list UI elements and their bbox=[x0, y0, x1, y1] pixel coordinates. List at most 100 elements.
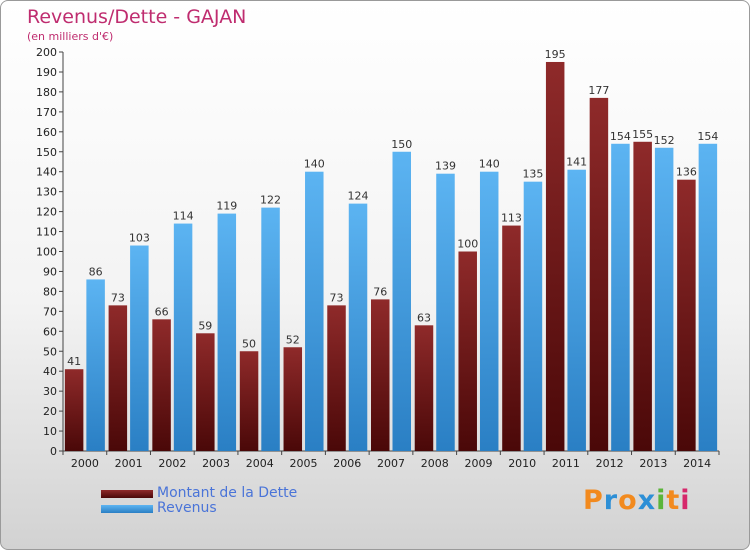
bar-revenus-2012 bbox=[611, 143, 630, 451]
chart-title: Revenus/Dette - GAJAN bbox=[27, 6, 247, 28]
data-label-dette-2014: 136 bbox=[676, 166, 697, 179]
logo-letter: P bbox=[583, 485, 604, 516]
bar-revenus-2006 bbox=[348, 203, 368, 451]
x-tick-label: 2002 bbox=[158, 457, 186, 470]
data-label-dette-2003: 59 bbox=[198, 319, 212, 332]
bar-revenus-2005 bbox=[305, 171, 324, 451]
x-tick-label: 2010 bbox=[508, 457, 536, 470]
y-tick-label: 80 bbox=[43, 285, 57, 298]
logo-letter: r bbox=[603, 485, 619, 516]
y-tick-label: 170 bbox=[36, 106, 57, 119]
x-tick-label: 2001 bbox=[115, 457, 143, 470]
bar-dette-2002 bbox=[152, 319, 171, 451]
y-tick-label: 90 bbox=[43, 265, 57, 278]
y-tick-label: 100 bbox=[36, 246, 57, 259]
x-tick-label: 2004 bbox=[246, 457, 274, 470]
legend-swatch-revenus bbox=[101, 505, 153, 513]
bar-dette-2013 bbox=[633, 141, 652, 451]
data-labels: 41 86 73 103 66 114 59 119 50 122 52 140 73 124 76 150 6… bbox=[67, 48, 718, 368]
bar-revenus-2010 bbox=[523, 181, 543, 452]
logo-letter: t bbox=[666, 485, 681, 516]
logo-letter: o bbox=[618, 485, 638, 516]
x-tick-label: 2006 bbox=[333, 457, 361, 470]
data-label-revenus-2009: 140 bbox=[479, 158, 500, 171]
bar-revenus-2008 bbox=[436, 173, 455, 451]
data-label-dette-2008: 63 bbox=[417, 311, 431, 324]
data-label-dette-2011: 195 bbox=[545, 48, 566, 61]
data-label-dette-2000: 41 bbox=[67, 355, 81, 368]
bar-dette-2001 bbox=[108, 305, 128, 451]
y-tick-label: 110 bbox=[36, 226, 57, 239]
bar-dette-2004 bbox=[239, 351, 259, 451]
data-label-revenus-2004: 122 bbox=[260, 194, 281, 207]
data-label-revenus-2001: 103 bbox=[129, 232, 150, 245]
data-label-revenus-2005: 140 bbox=[304, 158, 325, 171]
legend-label-revenus: Revenus bbox=[157, 500, 217, 516]
data-label-dette-2006: 73 bbox=[330, 291, 344, 304]
x-tick-label: 2005 bbox=[290, 457, 318, 470]
proxiti-logo: Proxiti bbox=[583, 485, 691, 516]
y-tick-label: 160 bbox=[36, 126, 57, 139]
data-label-revenus-2000: 86 bbox=[89, 265, 103, 278]
y-tick-label: 50 bbox=[43, 345, 57, 358]
x-tick-label: 2007 bbox=[377, 457, 405, 470]
data-label-dette-2010: 113 bbox=[501, 212, 522, 225]
y-tick-label: 120 bbox=[36, 206, 57, 219]
bar-dette-2014 bbox=[677, 179, 696, 451]
data-label-dette-2012: 177 bbox=[588, 84, 609, 97]
bar-dette-2005 bbox=[283, 347, 303, 451]
legend: Montant de la Dette Revenus bbox=[101, 485, 361, 517]
bar-revenus-2001 bbox=[130, 245, 149, 451]
x-tick-label: 2000 bbox=[71, 457, 99, 470]
logo-letter: i bbox=[656, 485, 667, 516]
y-tick-label: 140 bbox=[36, 166, 57, 179]
data-label-revenus-2008: 139 bbox=[435, 160, 456, 173]
data-label-revenus-2007: 150 bbox=[391, 138, 412, 151]
y-tick-label: 60 bbox=[43, 325, 57, 338]
y-tick-label: 70 bbox=[43, 305, 57, 318]
bar-revenus-2002 bbox=[173, 223, 193, 451]
legend-item-dette: Montant de la Dette bbox=[101, 485, 361, 502]
y-tick-label: 190 bbox=[36, 66, 57, 79]
bar-revenus-2013 bbox=[654, 147, 674, 451]
logo-letter: x bbox=[637, 485, 657, 516]
bar-dette-2008 bbox=[414, 325, 434, 451]
y-tick-label: 10 bbox=[43, 425, 57, 438]
legend-item-revenus: Revenus bbox=[101, 500, 361, 517]
data-label-revenus-2010: 135 bbox=[522, 168, 543, 181]
bar-dette-2009 bbox=[458, 251, 477, 451]
bar-revenus-2011 bbox=[567, 169, 586, 451]
chart-subtitle: (en milliers d'€) bbox=[27, 30, 114, 43]
legend-swatch-dette bbox=[101, 490, 153, 498]
data-label-dette-2009: 100 bbox=[457, 238, 478, 251]
bar-dette-2007 bbox=[371, 299, 390, 451]
y-tick-label: 200 bbox=[36, 46, 57, 59]
data-label-revenus-2013: 152 bbox=[654, 134, 675, 147]
data-label-dette-2007: 76 bbox=[373, 285, 387, 298]
data-label-dette-2002: 66 bbox=[155, 305, 169, 318]
data-label-revenus-2003: 119 bbox=[216, 200, 237, 213]
x-tick-label: 2013 bbox=[639, 457, 667, 470]
x-tick-label: 2012 bbox=[596, 457, 624, 470]
data-label-revenus-2012: 154 bbox=[610, 130, 631, 143]
bar-revenus-2004 bbox=[261, 207, 280, 451]
bar-revenus-2003 bbox=[217, 213, 237, 451]
x-tick-label: 2003 bbox=[202, 457, 230, 470]
y-tick-label: 30 bbox=[43, 385, 57, 398]
data-label-dette-2013: 155 bbox=[632, 128, 653, 141]
y-tick-label: 150 bbox=[36, 146, 57, 159]
y-tick-label: 20 bbox=[43, 405, 57, 418]
bars bbox=[64, 61, 718, 452]
x-tick-label: 2009 bbox=[464, 457, 492, 470]
x-tick-label: 2011 bbox=[552, 457, 580, 470]
data-label-revenus-2011: 141 bbox=[566, 156, 587, 169]
data-label-dette-2001: 73 bbox=[111, 291, 125, 304]
bar-dette-2012 bbox=[589, 97, 609, 451]
x-axis: 2000 2001 2002 2003 2004 2005 2006 2007 2008 2009… bbox=[62, 450, 720, 470]
logo-letter: i bbox=[680, 485, 691, 516]
bar-revenus-2000 bbox=[86, 279, 105, 451]
legend-label-dette: Montant de la Dette bbox=[157, 485, 298, 501]
bar-revenus-2014 bbox=[698, 143, 718, 451]
